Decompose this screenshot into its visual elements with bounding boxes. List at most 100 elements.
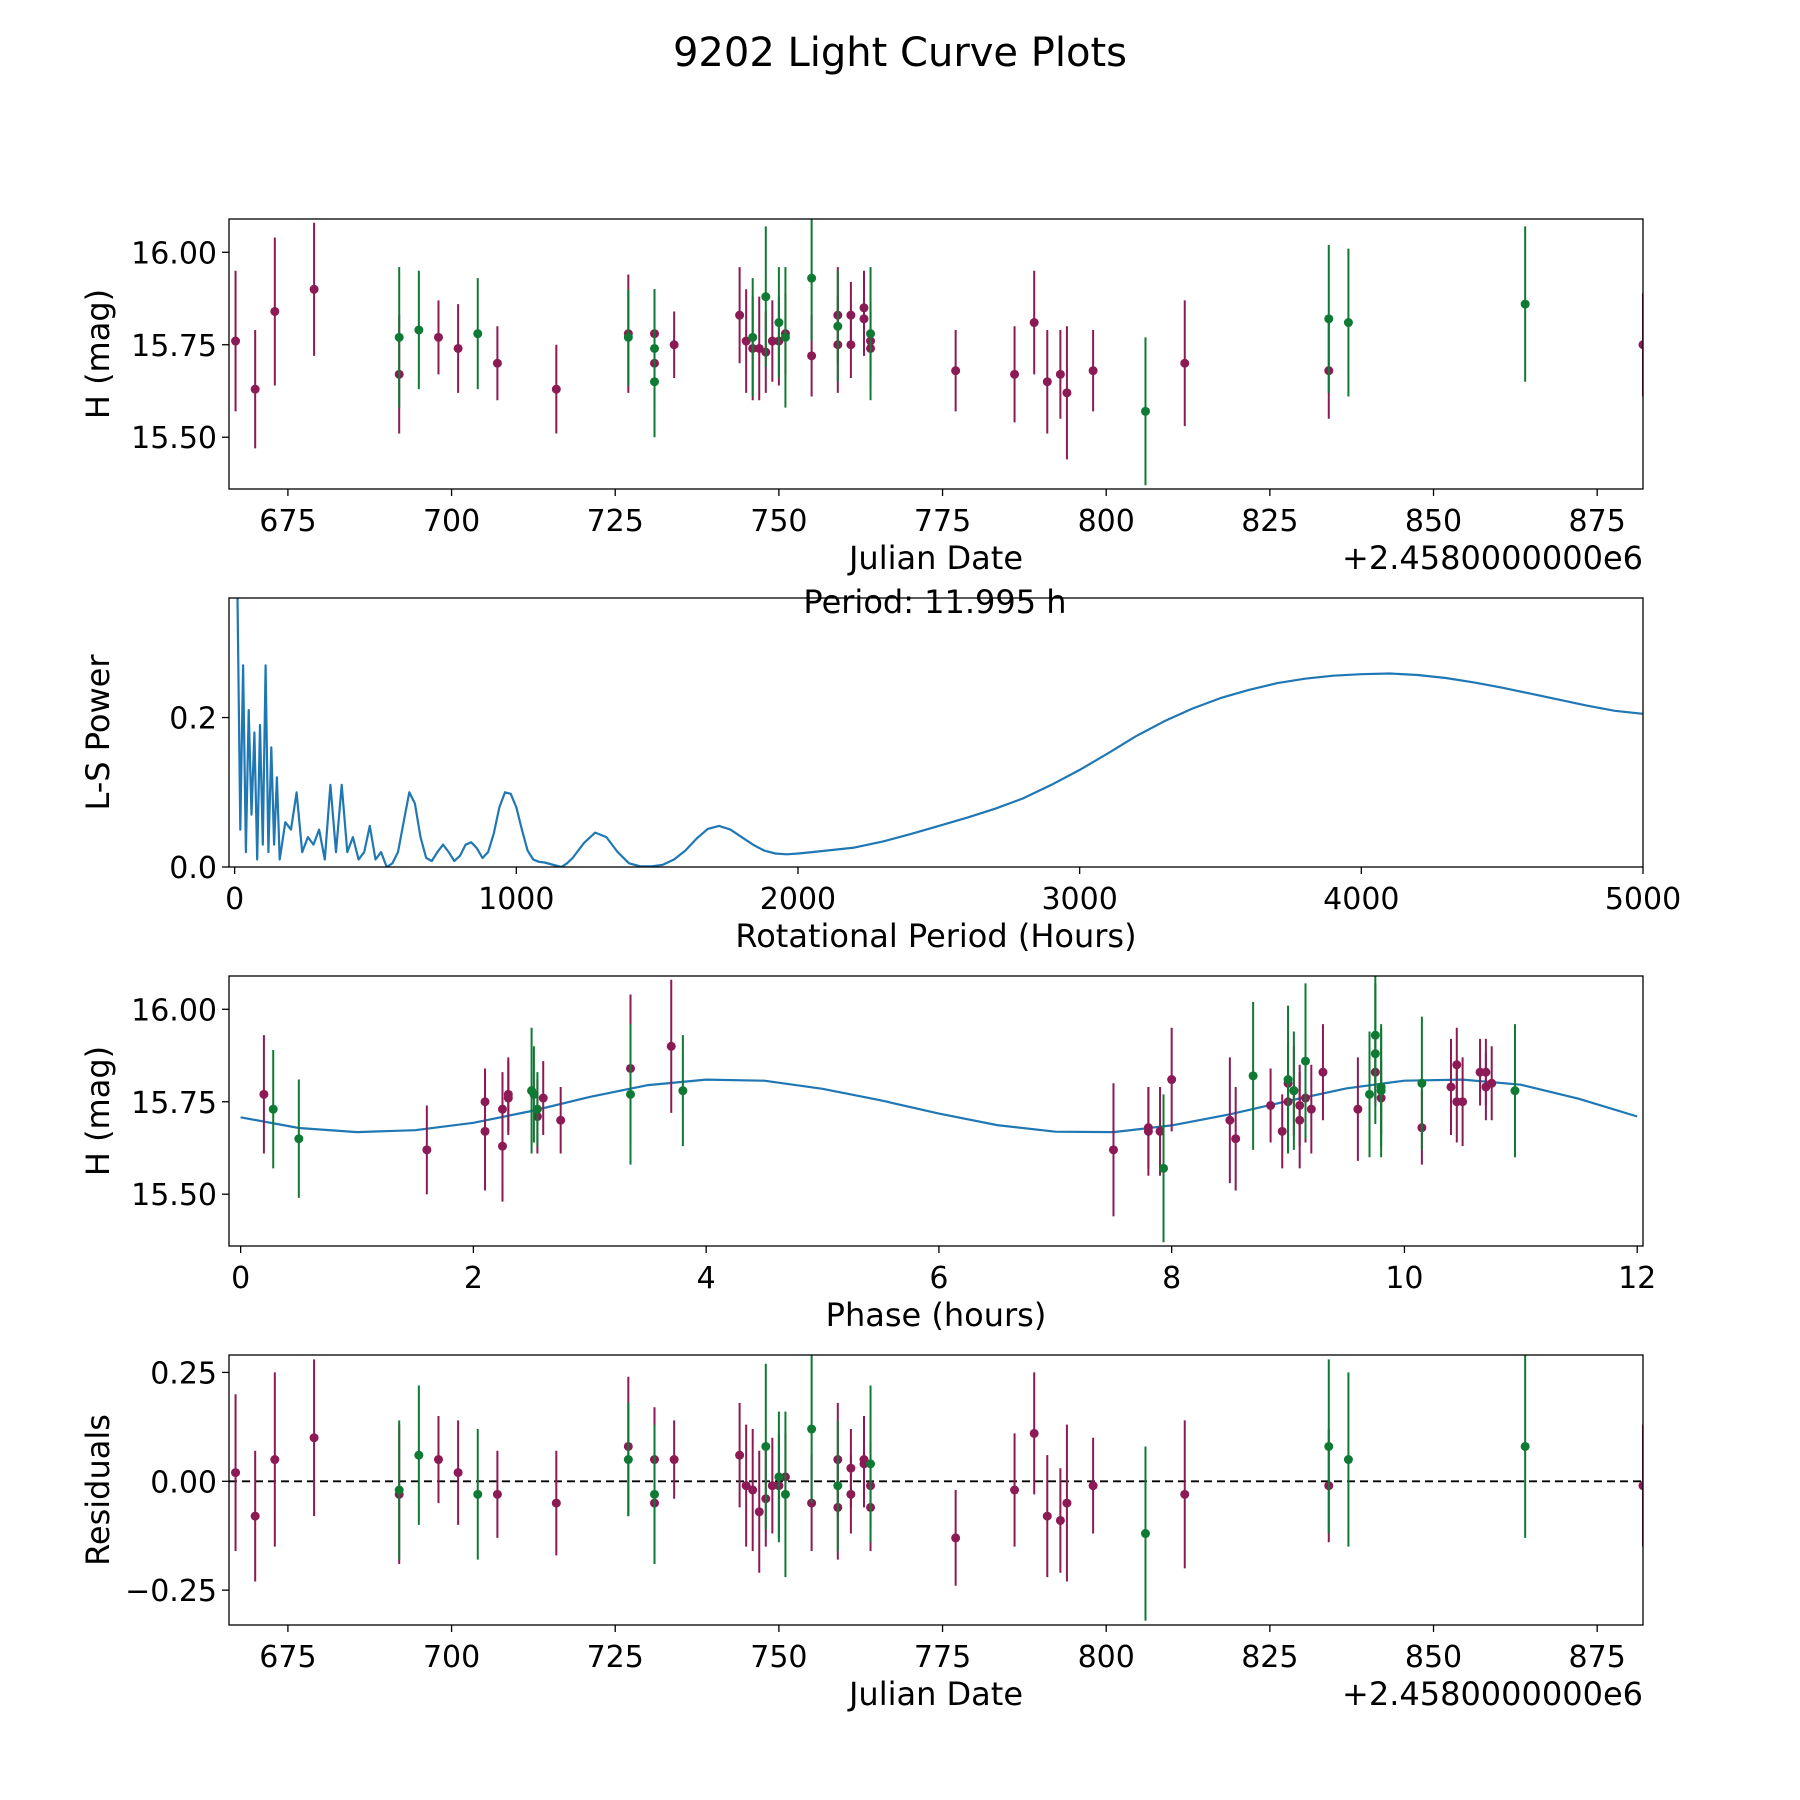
data-point	[529, 1089, 539, 1099]
data-point	[1159, 1163, 1169, 1173]
data-point	[250, 384, 260, 394]
y-tick-label: 15.75	[131, 1086, 217, 1121]
data-point	[780, 1489, 790, 1499]
data-point	[666, 1041, 676, 1051]
data-point	[846, 1489, 856, 1499]
y-tick-label: 0.0	[169, 851, 217, 886]
period-annotation: Period: 11.995 h	[803, 583, 1066, 621]
data-point	[807, 351, 817, 361]
data-point	[503, 1093, 513, 1103]
data-point	[650, 377, 660, 387]
data-point	[231, 336, 241, 346]
data-point	[669, 340, 679, 350]
data-point	[807, 1424, 817, 1434]
data-point	[453, 343, 463, 353]
axes-frame	[228, 218, 1644, 490]
data-point	[774, 1472, 784, 1482]
x-tick-label: 3000	[1041, 882, 1117, 917]
data-point	[1029, 318, 1039, 328]
data-point	[433, 1455, 443, 1465]
x-tick-label: 0	[225, 882, 244, 917]
data-point	[1510, 1086, 1520, 1096]
data-point	[774, 318, 784, 328]
y-tick-label: 0.00	[150, 1465, 217, 1500]
data-point	[1029, 1428, 1039, 1438]
data-point	[268, 1104, 278, 1114]
data-point	[807, 273, 817, 283]
data-point	[453, 1468, 463, 1478]
data-point	[866, 1459, 876, 1469]
data-point	[492, 358, 502, 368]
x-tick-label: 725	[587, 1640, 644, 1675]
x-tick-label: 12	[1618, 1261, 1656, 1296]
series-filter-B	[394, 219, 1530, 486]
plot-area	[240, 976, 1638, 1243]
x-tick-label: 675	[259, 504, 316, 539]
fit-curve	[240, 1078, 1638, 1134]
data-point	[497, 1141, 507, 1151]
data-point	[748, 1485, 758, 1495]
data-point	[780, 332, 790, 342]
x-tick-label: 850	[1405, 1640, 1462, 1675]
data-point	[1180, 1489, 1190, 1499]
data-point	[1446, 1082, 1456, 1092]
data-point	[433, 332, 443, 342]
x-offset-label: +2.4580000000e6	[1342, 539, 1643, 577]
data-point	[678, 1086, 688, 1096]
data-point	[1155, 1126, 1165, 1136]
data-point	[1343, 318, 1353, 328]
y-tick-label: 15.50	[131, 421, 217, 456]
data-point	[1306, 1104, 1316, 1114]
data-point	[532, 1104, 542, 1114]
y-tick-label: 0.25	[150, 1356, 217, 1391]
y-tick-label: 16.00	[131, 236, 217, 271]
data-point	[270, 1455, 280, 1465]
data-point	[833, 321, 843, 331]
plot-area	[229, 1355, 1643, 1621]
residuals-panel: 675 700 725 750 775 800 825 850 875 −0.25 0.00 0.25…	[79, 1354, 1644, 1713]
data-point	[623, 1455, 633, 1465]
data-point	[1277, 1126, 1287, 1136]
data-point	[1140, 406, 1150, 416]
x-tick-label: 750	[750, 504, 807, 539]
x-tick-label: 4	[697, 1261, 716, 1296]
x-tick-label: 1000	[478, 882, 554, 917]
y-axis-label: H (mag)	[79, 1046, 117, 1176]
data-point	[551, 1498, 561, 1508]
data-point	[859, 1459, 869, 1469]
figure-title: 9202 Light Curve Plots	[673, 30, 1127, 76]
y-axis-label: Residuals	[79, 1414, 117, 1566]
data-point	[669, 1455, 679, 1465]
data-point	[859, 314, 869, 324]
data-point	[1042, 1511, 1052, 1521]
data-point	[1167, 1075, 1177, 1085]
data-point	[480, 1126, 490, 1136]
data-point	[473, 329, 483, 339]
data-point	[1295, 1115, 1305, 1125]
data-point	[259, 1089, 269, 1099]
y-tick-label: 16.00	[131, 993, 217, 1028]
data-point	[833, 1481, 843, 1491]
x-tick-label: 0	[231, 1261, 250, 1296]
data-point	[231, 1468, 241, 1478]
x-offset-label: +2.4580000000e6	[1342, 1675, 1643, 1713]
data-point	[1353, 1104, 1363, 1114]
x-tick-label: 875	[1569, 1640, 1626, 1675]
x-tick-label: 2000	[760, 882, 836, 917]
data-point	[1225, 1115, 1235, 1125]
periodogram-line	[236, 598, 1643, 867]
x-tick-label: 775	[914, 1640, 971, 1675]
series-filter-B	[394, 1355, 1530, 1621]
data-point	[1343, 1455, 1353, 1465]
x-tick-label: 800	[1078, 1640, 1135, 1675]
lightcurve-panel: 675 700 725 750 775 800 825 850 875 15.50 15.75 16.…	[79, 218, 1644, 577]
x-axis-label: Julian Date	[847, 539, 1023, 577]
data-point	[754, 1507, 764, 1517]
x-tick-label: 2	[464, 1261, 483, 1296]
data-point	[623, 332, 633, 342]
data-point	[294, 1134, 304, 1144]
data-point	[1324, 314, 1334, 324]
data-point	[1088, 1481, 1098, 1491]
data-point	[1062, 388, 1072, 398]
